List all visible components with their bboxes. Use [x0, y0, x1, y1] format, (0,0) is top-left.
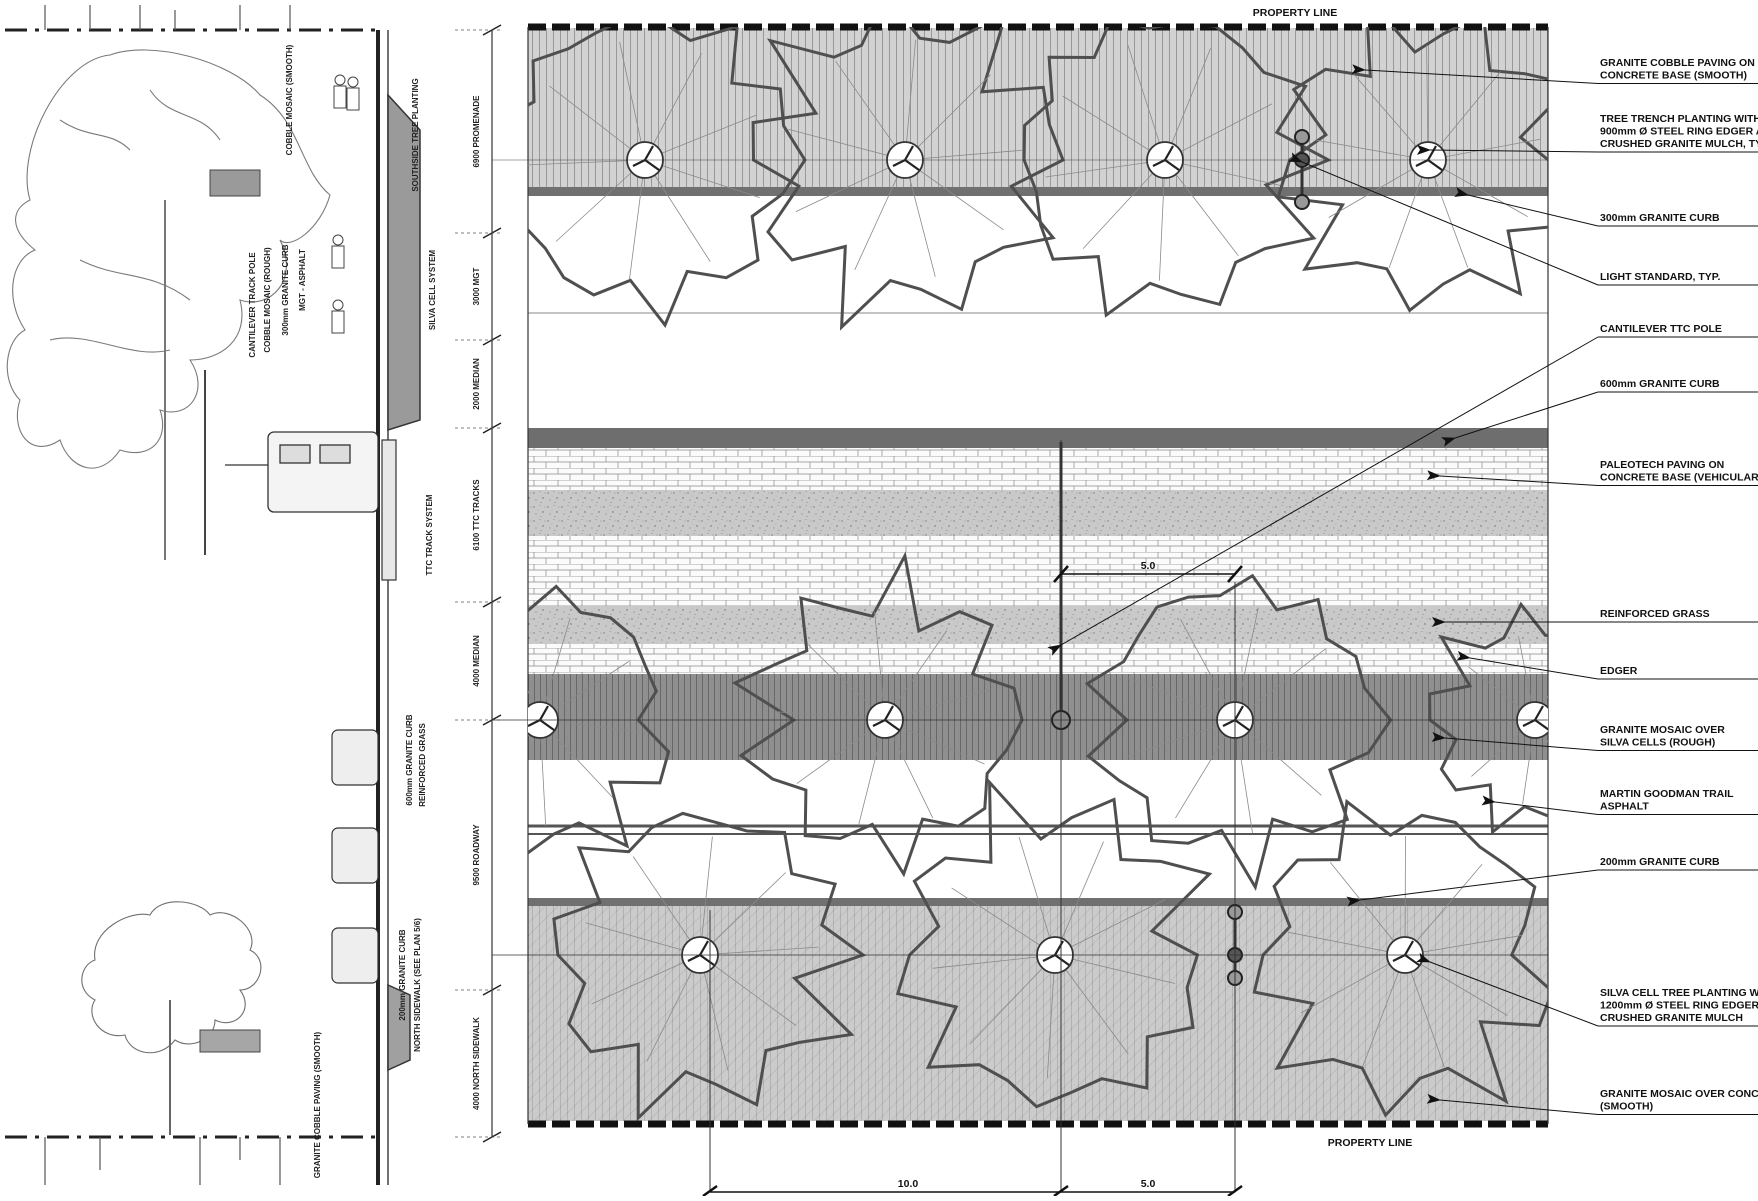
zone-dimension-median-2: 4000 MEDIAN	[472, 635, 481, 687]
callout-silva-cell: SILVA CELL TREE PLANTING WITH1200mm Ø ST…	[1600, 987, 1758, 1024]
property-line-bottom-label: PROPERTY LINE	[1328, 1137, 1412, 1149]
callout-silva-cell-line: 1200mm Ø STEEL RING EDGER AND	[1600, 1000, 1758, 1012]
paleotech-band-1	[528, 448, 1548, 490]
callout-curb-200-line: 200mm GRANITE CURB	[1600, 856, 1720, 868]
callout-curb-200: 200mm GRANITE CURB	[1600, 856, 1720, 868]
callout-light-standard-line: LIGHT STANDARD, TYP.	[1600, 271, 1720, 283]
callout-mosaic-concrete: GRANITE MOSAIC OVER CONCRETE(SMOOTH)	[1600, 1088, 1758, 1113]
callout-curb-300: 300mm GRANITE CURB	[1600, 212, 1720, 224]
section-annotation-granite-curb-200: 200mm GRANITE CURB	[398, 929, 407, 1020]
callout-mosaic-concrete-line: (SMOOTH)	[1600, 1101, 1653, 1113]
callout-tree-trench-line: CRUSHED GRANITE MULCH, TYP.	[1600, 138, 1758, 150]
callout-granite-mosaic-rough-line: GRANITE MOSAIC OVER	[1600, 724, 1725, 736]
section-annotation-granite-curb-300: 300mm GRANITE CURB	[281, 244, 290, 335]
granite-mosaic-rough-band	[528, 674, 1548, 760]
callout-tree-trench-line: TREE TRENCH PLANTING WITH	[1600, 113, 1758, 125]
callout-ttc-pole-line: CANTILEVER TTC POLE	[1600, 323, 1722, 335]
callout-light-standard: LIGHT STANDARD, TYP.	[1600, 271, 1720, 283]
callout-curb-600: 600mm GRANITE CURB	[1600, 378, 1720, 390]
dimension-bottom-left: 10.0	[898, 1178, 919, 1190]
section-annotation-cobble-mosaic: COBBLE MOSAIC (SMOOTH)	[285, 44, 294, 155]
callout-silva-cell-line: CRUSHED GRANITE MULCH	[1600, 1012, 1743, 1024]
section-annotation-granite-cobble-sec: GRANITE COBBLE PAVING (SMOOTH)	[313, 1031, 322, 1178]
section-annotation-ttc-track-system: TTC TRACK SYSTEM	[425, 494, 434, 575]
callout-granite-cobble-line: GRANITE COBBLE PAVING ON	[1600, 57, 1755, 69]
callout-arrow	[1360, 870, 1598, 900]
tram-elevation	[225, 432, 378, 512]
section-annotation-silva-cell-system: SILVA CELL SYSTEM	[428, 250, 437, 330]
callout-curb-300-line: 300mm GRANITE CURB	[1600, 212, 1720, 224]
promenade-paving	[528, 28, 1548, 193]
callout-silva-cell-line: SILVA CELL TREE PLANTING WITH	[1600, 987, 1758, 999]
callout-edger: EDGER	[1600, 665, 1638, 677]
callout-granite-cobble-line: CONCRETE BASE (SMOOTH)	[1600, 70, 1747, 82]
callout-reinforced-grass: REINFORCED GRASS	[1600, 608, 1710, 620]
dimension-upper-spacing: 5.0	[1141, 560, 1156, 572]
callout-edger-line: EDGER	[1600, 665, 1638, 677]
zone-dimension-promenade: 6900 PROMENADE	[472, 95, 481, 168]
streetscape-plan: 5.0 10.0 5.0 PROPERTY LINE PROPERTY LINE…	[408, 0, 1758, 1196]
trail-band	[528, 760, 1548, 826]
section-annotation-granite-curb-600: 600mm GRANITE CURB	[405, 714, 414, 805]
street-section-elevation: 6900 PROMENADE 3000 MGT 2000 MEDIAN 6100 TT…	[5, 5, 501, 1185]
zone-dimension-median: 2000 MEDIAN	[472, 358, 481, 410]
callout-granite-mosaic-rough-line: SILVA CELLS (ROUGH)	[1600, 737, 1715, 749]
curb-600-band	[528, 428, 1548, 448]
paleotech-band-2	[528, 536, 1548, 606]
callout-paleotech-line: CONCRETE BASE (VEHICULAR)	[1600, 472, 1758, 484]
section-annotation-mgt-asphalt: MGT - ASPHALT	[298, 249, 307, 311]
callout-goodman-trail-line: ASPHALT	[1600, 801, 1649, 813]
pedestrians	[332, 75, 359, 333]
zone-dimension-roadway: 9500 ROADWAY	[472, 824, 481, 886]
section-annotation-reinforced-grass-sec: REINFORCED GRASS	[418, 723, 427, 807]
section-annotation-southside-tree: SOUTHSIDE TREE PLANTING	[411, 78, 420, 191]
section-tree-lower	[82, 902, 261, 1135]
zone-dimension-north-sidewalk: 4000 NORTH SIDEWALK	[472, 1017, 481, 1110]
zone-dimension-mgt: 3000 MGT	[472, 267, 481, 305]
callout-curb-600-line: 600mm GRANITE CURB	[1600, 378, 1720, 390]
property-line-top-label: PROPERTY LINE	[1253, 7, 1337, 19]
section-annotation-north-sidewalk-plan: NORTH SIDEWALK (SEE PLAN 5/6)	[413, 918, 422, 1052]
callout-goodman-trail-line: MARTIN GOODMAN TRAIL	[1600, 788, 1734, 800]
callout-ttc-pole: CANTILEVER TTC POLE	[1600, 323, 1722, 335]
section-annotation-cobble-mosaic-rough: COBBLE MOSAIC (ROUGH)	[263, 247, 272, 353]
reinforced-grass-band-2	[528, 606, 1548, 644]
car-elevations	[332, 730, 378, 983]
dimension-bottom-right: 5.0	[1141, 1178, 1156, 1190]
callout-paleotech-line: PALEOTECH PAVING ON	[1600, 459, 1724, 471]
zone-dimension-ttc-tracks: 6100 TTC TRACKS	[472, 479, 481, 551]
edger-band	[528, 644, 1548, 674]
callout-tree-trench-line: 900mm Ø STEEL RING EDGER AND	[1600, 126, 1758, 138]
section-annotation-cantilever-track-pole: CANTILEVER TRACK POLE	[248, 252, 257, 358]
reinforced-grass-band-1	[528, 490, 1548, 536]
callout-mosaic-concrete-line: GRANITE MOSAIC OVER CONCRETE	[1600, 1088, 1758, 1100]
callout-reinforced-grass-line: REINFORCED GRASS	[1600, 608, 1710, 620]
